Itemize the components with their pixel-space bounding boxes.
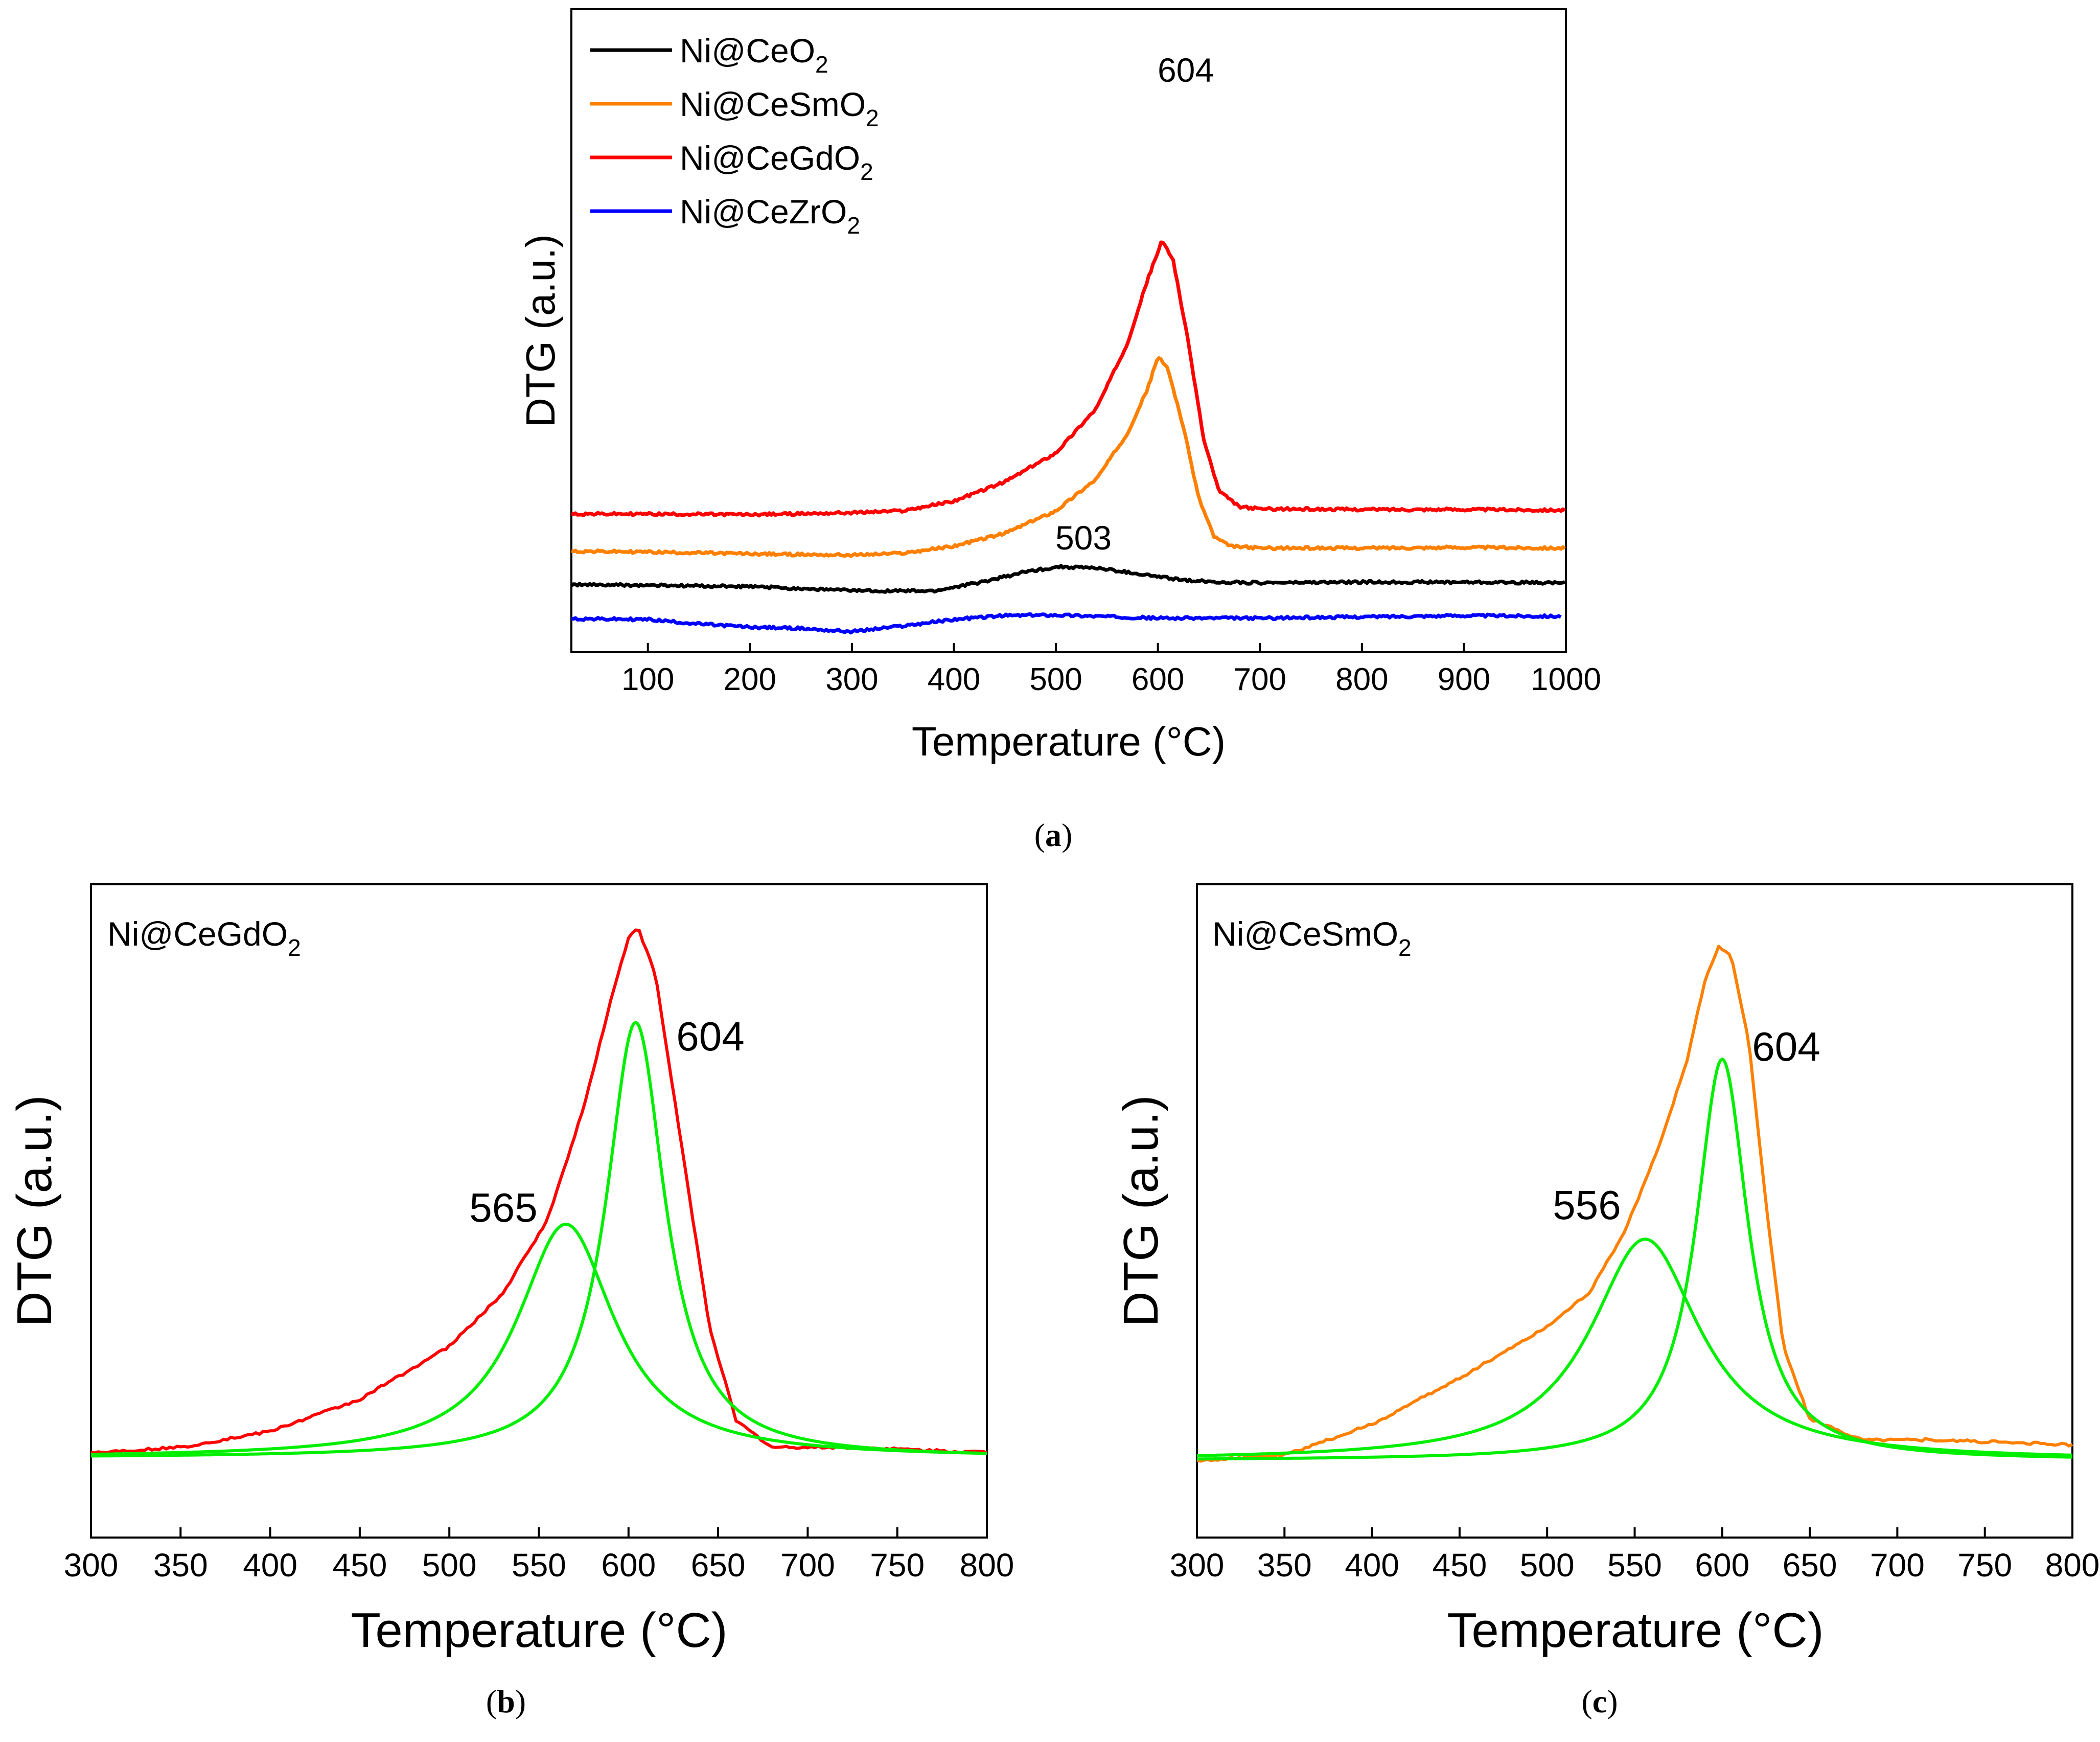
panel-a-x-ticks: 100 200 300 400 500 600 700 800 900 1000 xyxy=(621,643,1601,697)
x-tick-label: 350 xyxy=(153,1547,208,1584)
panel-c-x-ticks: 300 350 400 450 500 550 600 650 700 750 800 xyxy=(1170,1527,2100,1584)
x-tick-label: 700 xyxy=(1870,1547,1925,1584)
series-line-peak-604 xyxy=(1197,1058,2072,1461)
x-tick-label: 450 xyxy=(1433,1547,1487,1584)
panel-b-series xyxy=(90,928,988,1458)
x-tick-label: 900 xyxy=(1438,662,1490,697)
panel-c-series xyxy=(1196,945,2073,1463)
panel-a-legend: Ni@CeO2 Ni@CeSmO2 Ni@CeGdO2 Ni@CeZrO2 xyxy=(590,32,879,239)
annotation-604-c: 604 xyxy=(1752,1024,1820,1069)
panel-c-x-axis-title: Temperature (°C) xyxy=(1447,1603,1824,1658)
x-tick-label: 300 xyxy=(1170,1547,1225,1584)
panel-c: 300 350 400 450 500 550 600 650 700 750 800 Ni@CeS… xyxy=(1114,883,2100,1658)
legend-label-ni-cesmo2: Ni@CeSmO2 xyxy=(680,85,879,131)
x-tick-label: 100 xyxy=(621,662,674,697)
annotation-604-b: 604 xyxy=(676,1014,744,1059)
panel-b-sample-label: Ni@CeGdO2 xyxy=(107,915,301,961)
series-line-peak-565 xyxy=(90,1223,987,1456)
annotation-604: 604 xyxy=(1158,51,1214,89)
x-tick-label: 300 xyxy=(825,662,878,697)
x-tick-label: 700 xyxy=(1234,662,1286,697)
x-tick-label: 700 xyxy=(780,1547,835,1584)
x-tick-label: 600 xyxy=(1132,662,1184,697)
x-tick-label: 800 xyxy=(1335,662,1388,697)
x-tick-label: 650 xyxy=(691,1547,746,1584)
panel-a-series xyxy=(570,240,1566,635)
x-tick-label: 650 xyxy=(1783,1547,1837,1584)
x-tick-label: 600 xyxy=(601,1547,656,1584)
panel-a: 100 200 300 400 500 600 700 800 900 1000 Ni@CeO2 … xyxy=(518,8,1601,764)
series-line-ni-cesmo2 xyxy=(571,356,1566,558)
caption-a: (a) xyxy=(1034,817,1073,853)
series-line-ni-cesmo2 xyxy=(1196,945,2073,1463)
series-line-peak-556 xyxy=(1197,1237,2073,1457)
panel-c-sample-label: Ni@CeSmO2 xyxy=(1212,915,1412,961)
series-line-ni-cezro2 xyxy=(571,612,1562,635)
x-tick-label: 1000 xyxy=(1531,662,1601,697)
x-tick-label: 500 xyxy=(1520,1547,1575,1584)
series-line-ni-cegdo2 xyxy=(571,240,1566,518)
panel-a-x-axis-title: Temperature (°C) xyxy=(912,719,1226,764)
panel-b-x-axis-title: Temperature (°C) xyxy=(351,1603,727,1658)
x-tick-label: 400 xyxy=(1345,1547,1399,1584)
legend-label-ni-cegdo2: Ni@CeGdO2 xyxy=(680,139,873,185)
panel-b-y-axis-title: DTG (a.u.) xyxy=(7,1095,62,1326)
x-tick-label: 750 xyxy=(1957,1547,2012,1584)
series-line-peak-604 xyxy=(91,1021,987,1458)
x-tick-label: 600 xyxy=(1695,1547,1749,1584)
x-tick-label: 800 xyxy=(2045,1547,2100,1584)
x-tick-label: 550 xyxy=(512,1547,566,1584)
panel-b: 300 350 400 450 500 550 600 650 700 750 800 Ni@CeG… xyxy=(7,883,1014,1658)
x-tick-label: 400 xyxy=(243,1547,297,1584)
x-tick-label: 450 xyxy=(333,1547,387,1584)
x-tick-label: 350 xyxy=(1257,1547,1312,1584)
legend-label-ni-ceo2: Ni@CeO2 xyxy=(680,32,828,78)
series-line-ni-ceo2 xyxy=(570,564,1566,594)
x-tick-label: 400 xyxy=(928,662,980,697)
x-tick-label: 300 xyxy=(64,1547,119,1584)
panel-a-y-axis-title: DTG (a.u.) xyxy=(518,234,563,427)
caption-b: (b) xyxy=(486,1683,526,1720)
series-line-ni-cegdo2 xyxy=(90,928,988,1455)
x-tick-label: 200 xyxy=(724,662,776,697)
annotation-565: 565 xyxy=(469,1185,537,1230)
annotation-556: 556 xyxy=(1553,1182,1621,1228)
panel-b-x-ticks: 300 350 400 450 500 550 600 650 700 750 800 xyxy=(64,1527,1014,1584)
panel-a-frame xyxy=(570,8,1567,653)
annotation-503: 503 xyxy=(1055,519,1112,557)
x-tick-label: 550 xyxy=(1607,1547,1662,1584)
caption-c: (c) xyxy=(1581,1683,1618,1720)
x-tick-label: 800 xyxy=(960,1547,1014,1584)
panel-c-y-axis-title: DTG (a.u.) xyxy=(1114,1095,1168,1326)
x-tick-label: 500 xyxy=(422,1547,477,1584)
x-tick-label: 750 xyxy=(870,1547,925,1584)
x-tick-label: 500 xyxy=(1029,662,1082,697)
legend-label-ni-cezro2: Ni@CeZrO2 xyxy=(680,193,860,239)
